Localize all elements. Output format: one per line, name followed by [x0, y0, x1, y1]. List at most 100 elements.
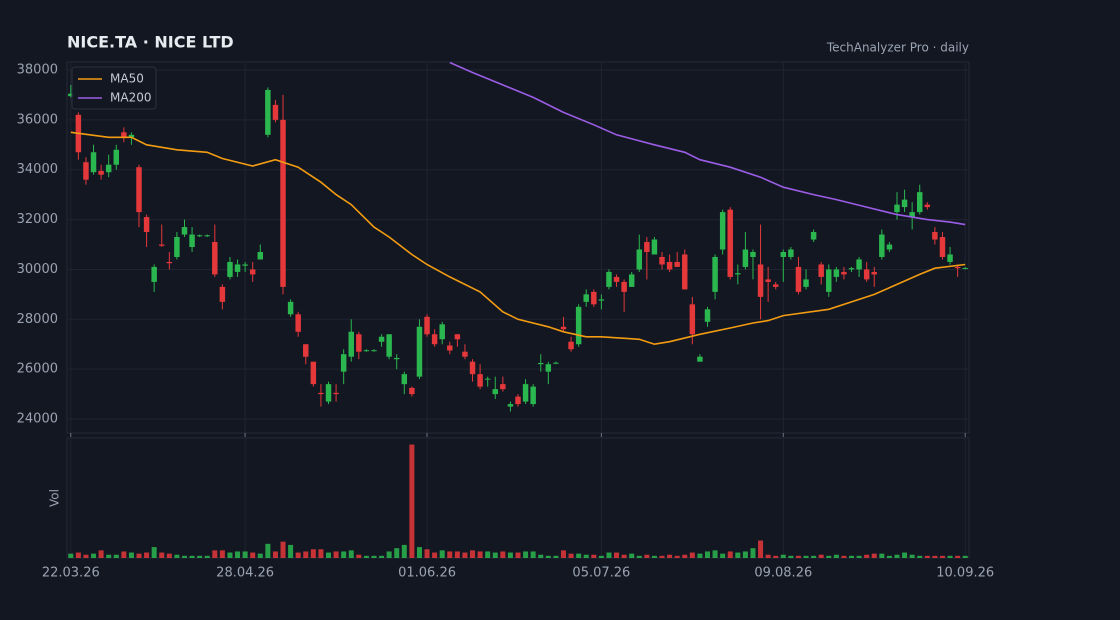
- candle-body: [325, 384, 332, 402]
- volume-bar: [606, 552, 612, 558]
- candle-body: [712, 256, 718, 292]
- volume-bar: [363, 555, 369, 558]
- volume-bar: [598, 555, 604, 558]
- candle-body: [227, 261, 233, 277]
- candle-body: [113, 149, 119, 165]
- chart-title: NICE.TA · NICE LTD: [67, 33, 234, 52]
- candle-body: [917, 192, 923, 213]
- candle-body: [833, 269, 840, 277]
- volume-bar: [128, 552, 134, 558]
- volume-bar: [303, 551, 309, 558]
- candle-body: [424, 316, 430, 335]
- volume-bar: [447, 551, 453, 558]
- volume-bar: [795, 555, 801, 558]
- candle-body: [393, 357, 400, 360]
- candle-body: [181, 227, 188, 235]
- candle-body: [447, 345, 453, 351]
- volume-bar: [955, 555, 961, 558]
- candle-body: [575, 306, 582, 345]
- volume-bar: [689, 552, 695, 558]
- y-tick-label: 26000: [17, 362, 58, 377]
- candle-body: [143, 217, 150, 233]
- y-tick-label: 36000: [17, 112, 58, 127]
- volume-bar: [462, 552, 468, 558]
- candle-body: [560, 326, 567, 330]
- candle-body: [651, 239, 658, 255]
- volume-bar: [614, 552, 620, 558]
- candle-body: [879, 234, 885, 257]
- candle-body: [234, 264, 241, 272]
- candle-body: [416, 326, 423, 377]
- volume-bar: [265, 543, 271, 558]
- volume-bar: [91, 553, 97, 558]
- volume-bar: [485, 551, 491, 558]
- volume-bar: [947, 555, 953, 558]
- candle-body: [159, 244, 165, 246]
- x-tick-label: 28.04.26: [216, 566, 274, 581]
- candle-body: [249, 269, 256, 275]
- candle-body: [757, 264, 764, 297]
- volume-bar: [492, 552, 498, 558]
- volume-bar: [341, 551, 347, 558]
- volume-bar: [394, 548, 400, 558]
- candle-body: [553, 362, 559, 364]
- candle-body: [788, 249, 794, 257]
- volume-bar: [386, 551, 392, 558]
- volume-bar: [682, 554, 688, 558]
- y-tick-label: 34000: [17, 162, 58, 177]
- candle-body: [303, 344, 309, 357]
- volume-bar: [909, 554, 915, 558]
- candle-body: [105, 164, 112, 173]
- volume-bar: [742, 551, 748, 558]
- candle-body: [507, 404, 514, 407]
- volume-bar: [470, 550, 476, 558]
- candle-body: [136, 167, 142, 213]
- y-tick-label: 32000: [17, 212, 58, 227]
- candle-body: [287, 301, 294, 315]
- volume-bar: [75, 552, 81, 558]
- volume-bar: [924, 555, 930, 558]
- candle-body: [522, 384, 529, 402]
- candle-body: [666, 261, 673, 270]
- volume-bar: [568, 553, 574, 558]
- candle-body: [348, 331, 354, 357]
- candle-body: [909, 212, 915, 218]
- volume-bar: [288, 544, 294, 558]
- volume-bar: [811, 555, 817, 558]
- volume-bar: [515, 552, 521, 558]
- volume-bar: [333, 551, 339, 558]
- candle-body: [856, 259, 862, 270]
- ma-line: [449, 62, 966, 226]
- volume-bar: [576, 553, 582, 558]
- candle-body: [742, 249, 749, 267]
- volume-bar: [962, 555, 968, 558]
- volume-bar: [939, 555, 945, 558]
- y-tick-label: 38000: [17, 62, 58, 77]
- candle-body: [674, 261, 680, 267]
- volume-bar: [409, 444, 415, 558]
- volume-bar: [98, 550, 104, 558]
- volume-bar: [826, 555, 832, 558]
- candle-body: [196, 235, 203, 237]
- volume-bar: [651, 555, 657, 558]
- candle-body: [583, 294, 589, 302]
- candle-body: [818, 264, 824, 277]
- candle-body: [90, 152, 97, 173]
- volume-bar: [894, 554, 900, 558]
- ma-line: [70, 131, 966, 346]
- candle-body: [704, 309, 711, 322]
- volume-bar: [197, 555, 203, 558]
- candle-body: [841, 271, 847, 275]
- candle-body: [431, 334, 438, 345]
- candle-body: [121, 132, 127, 138]
- volume-bar: [439, 550, 445, 558]
- x-tick-label: 22.03.26: [42, 566, 100, 581]
- y-tick-label: 30000: [17, 262, 58, 277]
- candle-body: [568, 341, 574, 350]
- volume-bar: [849, 555, 855, 558]
- candle-body: [719, 212, 726, 250]
- candle-body: [697, 356, 703, 362]
- volume-bar: [326, 552, 332, 558]
- volume-bar: [932, 555, 938, 558]
